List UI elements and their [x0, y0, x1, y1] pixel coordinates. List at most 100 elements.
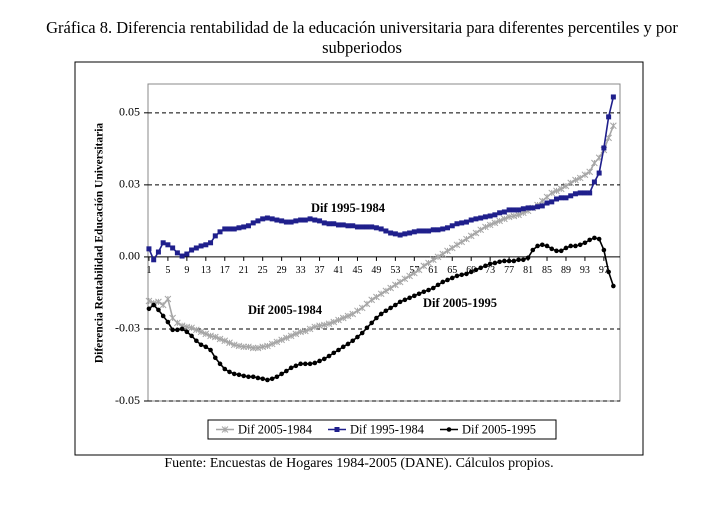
- data-point: [212, 233, 218, 239]
- data-point: [145, 297, 153, 305]
- data-point: [298, 217, 304, 223]
- data-point: [406, 272, 413, 280]
- data-point: [192, 326, 200, 334]
- data-point: [336, 222, 342, 228]
- data-point: [553, 196, 559, 202]
- data-point: [591, 179, 597, 185]
- data-point: [174, 319, 181, 327]
- plot-area: [147, 83, 621, 402]
- data-point: [463, 235, 470, 243]
- data-point: [165, 242, 171, 248]
- data-point: [577, 190, 583, 196]
- data-point: [317, 358, 322, 364]
- data-point: [307, 216, 313, 222]
- data-point: [269, 216, 275, 222]
- data-point: [563, 245, 569, 251]
- data-point: [339, 314, 347, 322]
- data-point: [222, 226, 228, 232]
- data-point: [273, 338, 281, 346]
- legend-label: Dif 1995-1984: [350, 422, 425, 436]
- data-point: [155, 298, 162, 306]
- data-point: [572, 176, 579, 184]
- data-point: [412, 293, 417, 299]
- x-tick-label: 85: [542, 265, 552, 276]
- data-point: [350, 338, 356, 344]
- legend-marker: [334, 427, 340, 432]
- data-point: [581, 171, 589, 179]
- data-point: [448, 244, 456, 252]
- data-point: [378, 226, 384, 232]
- data-point: [160, 240, 166, 246]
- x-tick-label: 97: [599, 265, 609, 276]
- x-tick-label: 9: [184, 265, 189, 276]
- data-point: [454, 221, 460, 227]
- data-point: [383, 308, 389, 314]
- data-point: [440, 279, 446, 285]
- data-point: [482, 214, 488, 220]
- data-point: [292, 330, 300, 338]
- data-point: [369, 320, 374, 326]
- data-point: [468, 269, 474, 275]
- data-point: [189, 333, 194, 339]
- data-point: [227, 369, 232, 375]
- data-point: [269, 376, 275, 382]
- data-point: [605, 134, 612, 142]
- data-point: [249, 344, 257, 352]
- x-tick-label: 5: [165, 265, 170, 276]
- data-point: [241, 224, 247, 230]
- data-point: [165, 319, 171, 325]
- data-point: [146, 246, 152, 252]
- data-point: [445, 225, 451, 231]
- x-tick-label: 37: [315, 265, 325, 276]
- series-annotation: Dif 2005-1984: [248, 303, 323, 317]
- data-point: [260, 216, 266, 222]
- series-line: [148, 237, 615, 381]
- legend-marker: [446, 427, 452, 432]
- data-point: [245, 223, 251, 229]
- data-point: [368, 296, 376, 304]
- data-point: [226, 339, 233, 347]
- data-point: [306, 325, 314, 333]
- data-point: [577, 242, 583, 248]
- data-point: [601, 145, 607, 151]
- y-tick-label: 0.05: [119, 105, 140, 119]
- data-point: [331, 221, 337, 227]
- data-point: [572, 191, 578, 197]
- x-tick-label: 41: [334, 265, 344, 276]
- data-point: [298, 361, 303, 367]
- data-point: [478, 215, 484, 221]
- data-point: [302, 217, 308, 223]
- data-point: [274, 217, 280, 223]
- data-point: [587, 190, 593, 196]
- x-tick-label: 61: [428, 265, 438, 276]
- data-point: [416, 228, 422, 234]
- data-point: [502, 258, 507, 264]
- data-point: [264, 342, 271, 350]
- data-point: [268, 340, 276, 348]
- data-point: [387, 284, 394, 292]
- data-point: [345, 341, 351, 347]
- data-point: [170, 327, 175, 333]
- data-point: [407, 230, 413, 236]
- data-point: [592, 235, 597, 241]
- data-point: [222, 366, 228, 372]
- data-point: [359, 224, 365, 230]
- data-point: [467, 232, 475, 240]
- x-tick-label: 49: [371, 265, 381, 276]
- data-point: [349, 310, 357, 318]
- x-tick-label: 17: [220, 265, 230, 276]
- data-point: [260, 376, 265, 382]
- data-point: [544, 200, 550, 206]
- data-point: [430, 285, 436, 291]
- data-point: [250, 220, 256, 226]
- data-point: [231, 226, 237, 232]
- data-point: [303, 361, 308, 367]
- data-point: [420, 262, 428, 270]
- data-point: [193, 245, 199, 251]
- data-point: [430, 227, 436, 233]
- data-point: [377, 290, 385, 298]
- data-point: [426, 287, 431, 293]
- data-point: [473, 216, 479, 222]
- data-point: [444, 247, 451, 255]
